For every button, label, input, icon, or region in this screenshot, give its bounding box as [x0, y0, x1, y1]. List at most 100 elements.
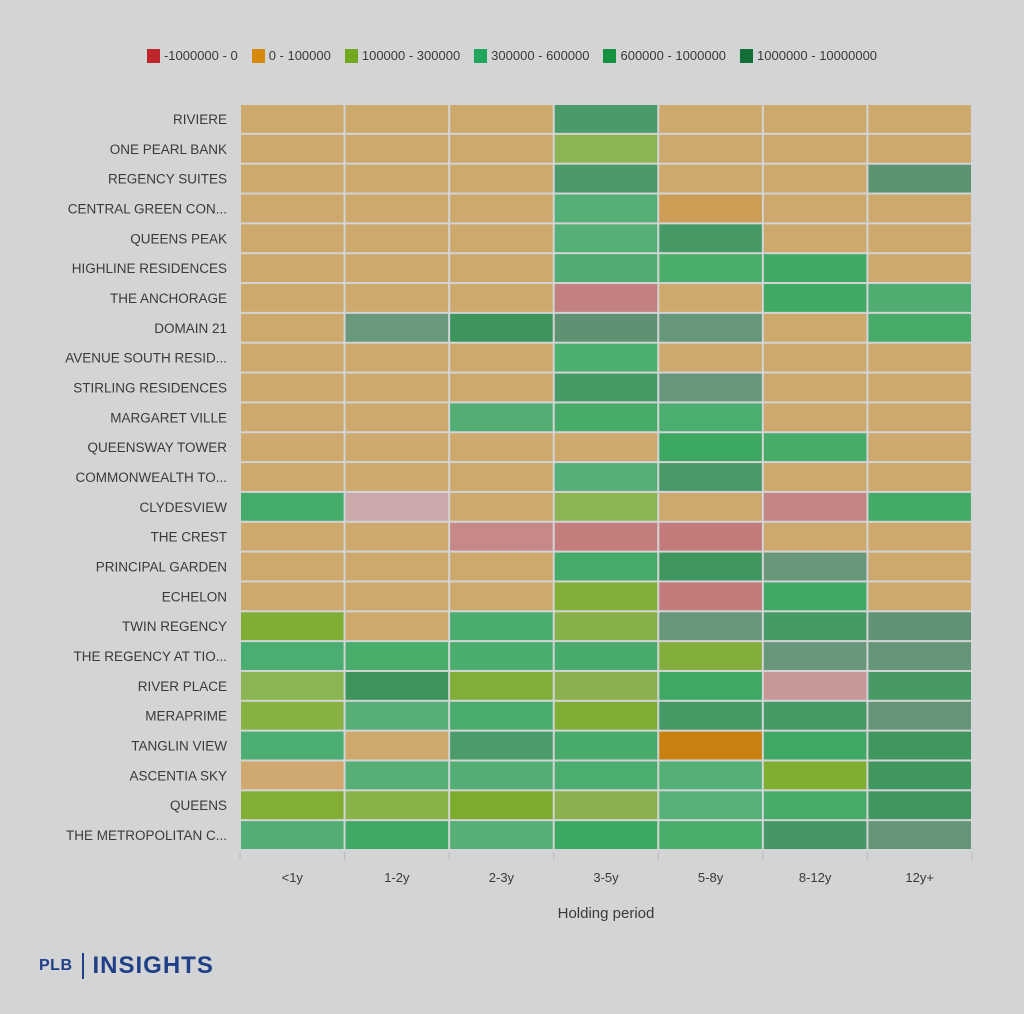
- heatmap-cell[interactable]: [345, 492, 449, 521]
- heatmap-cell[interactable]: [659, 671, 762, 700]
- heatmap-cell[interactable]: [554, 373, 658, 402]
- heatmap-cell[interactable]: [868, 194, 971, 223]
- heatmap-cell[interactable]: [241, 671, 344, 700]
- heatmap-cell[interactable]: [450, 552, 553, 581]
- heatmap-cell[interactable]: [763, 701, 867, 730]
- heatmap-cell[interactable]: [659, 791, 762, 820]
- heatmap-cell[interactable]: [450, 791, 553, 820]
- heatmap-cell[interactable]: [659, 403, 762, 432]
- heatmap-cell[interactable]: [659, 492, 762, 521]
- heatmap-cell[interactable]: [763, 373, 867, 402]
- heatmap-cell[interactable]: [763, 134, 867, 163]
- heatmap-cell[interactable]: [763, 642, 867, 670]
- heatmap-cell[interactable]: [763, 343, 867, 372]
- heatmap-cell[interactable]: [554, 701, 658, 730]
- heatmap-cell[interactable]: [345, 134, 449, 163]
- heatmap-cell[interactable]: [659, 552, 762, 581]
- heatmap-cell[interactable]: [554, 731, 658, 760]
- heatmap-cell[interactable]: [345, 761, 449, 790]
- heatmap-cell[interactable]: [241, 343, 344, 372]
- heatmap-cell[interactable]: [450, 731, 553, 760]
- heatmap-cell[interactable]: [345, 552, 449, 581]
- heatmap-cell[interactable]: [659, 164, 762, 193]
- heatmap-cell[interactable]: [868, 522, 971, 551]
- heatmap-cell[interactable]: [345, 821, 449, 849]
- heatmap-cell[interactable]: [241, 761, 344, 790]
- heatmap-cell[interactable]: [345, 522, 449, 551]
- heatmap-cell[interactable]: [450, 582, 553, 611]
- heatmap-cell[interactable]: [450, 373, 553, 402]
- heatmap-cell[interactable]: [345, 463, 449, 491]
- heatmap-cell[interactable]: [241, 612, 344, 641]
- heatmap-cell[interactable]: [450, 821, 553, 849]
- heatmap-cell[interactable]: [241, 134, 344, 163]
- heatmap-cell[interactable]: [868, 164, 971, 193]
- heatmap-cell[interactable]: [450, 612, 553, 641]
- heatmap-cell[interactable]: [345, 433, 449, 462]
- heatmap-cell[interactable]: [554, 284, 658, 312]
- heatmap-cell[interactable]: [345, 731, 449, 760]
- heatmap-cell[interactable]: [868, 373, 971, 402]
- heatmap-cell[interactable]: [241, 522, 344, 551]
- heatmap-cell[interactable]: [763, 284, 867, 312]
- heatmap-cell[interactable]: [868, 582, 971, 611]
- heatmap-cell[interactable]: [659, 612, 762, 641]
- heatmap-cell[interactable]: [868, 134, 971, 163]
- heatmap-cell[interactable]: [868, 731, 971, 760]
- heatmap-cell[interactable]: [450, 224, 553, 253]
- heatmap-cell[interactable]: [659, 194, 762, 223]
- legend-item[interactable]: 0 - 100000: [251, 48, 331, 63]
- heatmap-cell[interactable]: [763, 433, 867, 462]
- heatmap-cell[interactable]: [763, 403, 867, 432]
- heatmap-cell[interactable]: [763, 105, 867, 133]
- heatmap-cell[interactable]: [659, 821, 762, 849]
- heatmap-cell[interactable]: [345, 791, 449, 820]
- heatmap-cell[interactable]: [763, 761, 867, 790]
- heatmap-cell[interactable]: [763, 791, 867, 820]
- heatmap-cell[interactable]: [554, 254, 658, 283]
- heatmap-cell[interactable]: [450, 403, 553, 432]
- heatmap-cell[interactable]: [345, 642, 449, 670]
- heatmap-cell[interactable]: [763, 522, 867, 551]
- heatmap-cell[interactable]: [450, 105, 553, 133]
- legend-item[interactable]: -1000000 - 0: [146, 48, 238, 63]
- heatmap-cell[interactable]: [868, 105, 971, 133]
- heatmap-cell[interactable]: [763, 552, 867, 581]
- heatmap-cell[interactable]: [763, 731, 867, 760]
- heatmap-cell[interactable]: [554, 194, 658, 223]
- heatmap-cell[interactable]: [763, 463, 867, 491]
- heatmap-cell[interactable]: [868, 284, 971, 312]
- heatmap-cell[interactable]: [659, 313, 762, 342]
- heatmap-cell[interactable]: [241, 254, 344, 283]
- heatmap-cell[interactable]: [345, 164, 449, 193]
- heatmap-cell[interactable]: [450, 284, 553, 312]
- heatmap-cell[interactable]: [763, 194, 867, 223]
- heatmap-cell[interactable]: [450, 701, 553, 730]
- heatmap-cell[interactable]: [241, 403, 344, 432]
- heatmap-cell[interactable]: [450, 492, 553, 521]
- heatmap-cell[interactable]: [763, 492, 867, 521]
- heatmap-cell[interactable]: [868, 343, 971, 372]
- heatmap-cell[interactable]: [868, 492, 971, 521]
- heatmap-cell[interactable]: [241, 492, 344, 521]
- heatmap-cell[interactable]: [659, 701, 762, 730]
- heatmap-cell[interactable]: [868, 313, 971, 342]
- heatmap-cell[interactable]: [659, 433, 762, 462]
- heatmap-cell[interactable]: [345, 701, 449, 730]
- heatmap-cell[interactable]: [868, 403, 971, 432]
- heatmap-cell[interactable]: [554, 522, 658, 551]
- heatmap-cell[interactable]: [763, 582, 867, 611]
- heatmap-cell[interactable]: [659, 373, 762, 402]
- heatmap-cell[interactable]: [659, 463, 762, 491]
- heatmap-cell[interactable]: [345, 612, 449, 641]
- heatmap-cell[interactable]: [868, 671, 971, 700]
- heatmap-cell[interactable]: [241, 284, 344, 312]
- heatmap-cell[interactable]: [868, 612, 971, 641]
- heatmap-cell[interactable]: [241, 463, 344, 491]
- heatmap-cell[interactable]: [868, 791, 971, 820]
- heatmap-cell[interactable]: [763, 313, 867, 342]
- heatmap-cell[interactable]: [554, 552, 658, 581]
- heatmap-cell[interactable]: [868, 701, 971, 730]
- heatmap-cell[interactable]: [868, 254, 971, 283]
- heatmap-cell[interactable]: [241, 821, 344, 849]
